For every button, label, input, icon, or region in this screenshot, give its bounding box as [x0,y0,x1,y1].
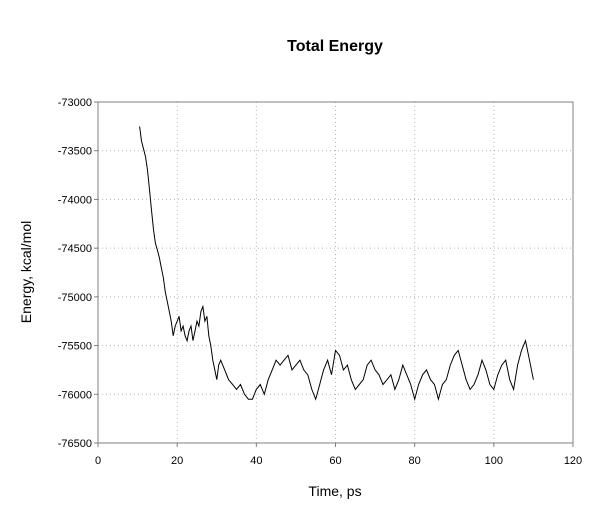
x-tick-label: 60 [329,455,341,467]
y-tick-label: -73000 [58,97,92,109]
x-tick-label: 100 [485,455,503,467]
x-axis-ticks: 0 20 40 60 80 100 120 [95,443,582,467]
y-axis-ticks: -73000 -73500 -74000 -74500 -75000 -75500 -760… [58,97,98,450]
gridlines [98,102,573,443]
plot-frame [97,101,574,444]
x-axis-label: Time, ps [308,483,361,499]
x-tick-label: 0 [95,455,101,467]
x-tick-label: 20 [171,455,183,467]
y-tick-label: -75000 [58,292,92,304]
chart-title: Total Energy [287,38,383,55]
x-tick-label: 80 [409,455,421,467]
y-tick-label: -74000 [58,194,92,206]
y-tick-label: -76000 [58,389,92,401]
y-tick-label: -73500 [58,146,92,158]
y-axis-label: Energy, kcal/mol [18,221,34,323]
y-tick-label: -74500 [58,243,92,255]
y-tick-label: -76500 [58,438,92,450]
x-tick-label: 120 [564,455,582,467]
series-line-total-energy [139,126,534,402]
y-tick-label: -75500 [58,341,92,353]
x-tick-label: 40 [250,455,262,467]
